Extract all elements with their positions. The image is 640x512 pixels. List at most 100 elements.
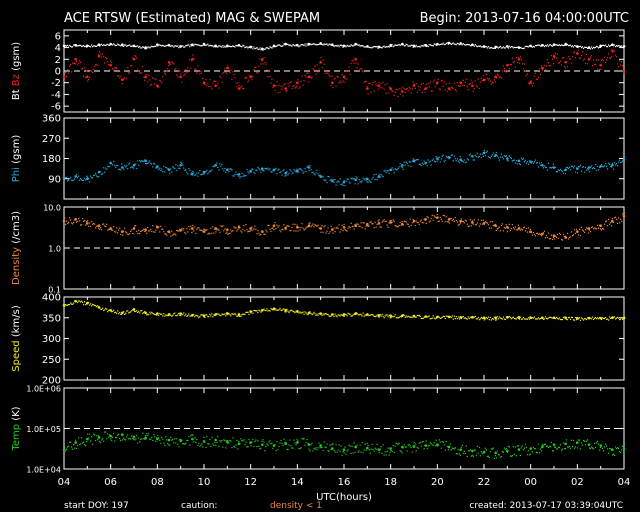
data-point (342, 75, 346, 79)
y-axis-label-part: Speed (11, 340, 22, 371)
data-dot (327, 450, 329, 452)
data-point (97, 224, 101, 227)
data-dot (229, 72, 231, 74)
data-dot (416, 314, 418, 317)
data-dot (346, 78, 348, 80)
data-dot (296, 168, 298, 170)
data-dot (87, 176, 89, 178)
data-dot (498, 159, 500, 161)
data-point (552, 55, 556, 58)
data-dot (416, 46, 418, 48)
data-dot (432, 81, 434, 83)
data-point (599, 63, 602, 67)
data-dot (353, 228, 355, 230)
data-dot (365, 314, 367, 316)
data-dot (312, 68, 314, 70)
data-dot (65, 44, 67, 47)
data-dot (171, 171, 173, 173)
data-point (62, 176, 66, 179)
data-dot (211, 232, 213, 234)
data-dot (546, 44, 549, 46)
data-dot (585, 318, 588, 321)
data-dot (391, 450, 393, 452)
data-dot (504, 155, 506, 158)
data-dot (393, 172, 395, 174)
data-dot (346, 178, 348, 180)
data-dot (621, 213, 624, 215)
data-dot (87, 220, 89, 222)
data-point (132, 308, 136, 311)
data-dot (231, 78, 233, 80)
data-dot (541, 69, 544, 71)
data-dot (597, 59, 600, 61)
data-dot (175, 45, 177, 47)
data-point (167, 168, 171, 172)
data-dot (71, 303, 73, 305)
data-point (529, 44, 532, 48)
data-dot (491, 221, 493, 223)
data-dot (549, 65, 552, 67)
data-dot (482, 219, 484, 221)
data-dot (418, 89, 420, 91)
data-point (272, 44, 276, 48)
data-dot (427, 82, 429, 85)
y-axis-label: Density (/cm3) (11, 211, 22, 285)
data-dot (132, 309, 134, 311)
data-point (622, 158, 626, 161)
data-dot (302, 227, 304, 229)
data-point (587, 316, 591, 320)
data-dot (593, 227, 596, 229)
data-dot (434, 161, 436, 163)
data-dot (285, 174, 287, 176)
data-dot (151, 311, 153, 313)
data-dot (380, 315, 382, 317)
data-dot (588, 447, 591, 449)
data-dot (404, 446, 406, 448)
data-dot (236, 315, 238, 318)
data-dot (157, 86, 159, 88)
data-dot (587, 169, 590, 171)
data-dot (242, 87, 244, 90)
data-dot (417, 315, 419, 317)
data-dot (430, 90, 432, 92)
data-dot (594, 316, 597, 319)
data-dot (450, 43, 452, 45)
data-point (202, 440, 206, 443)
data-dot (545, 317, 548, 320)
data-point (389, 168, 392, 172)
data-dot (307, 226, 309, 228)
data-dot (429, 318, 431, 320)
data-dot (507, 47, 509, 49)
data-dot (508, 223, 510, 225)
data-dot (510, 227, 512, 230)
data-dot (232, 71, 234, 73)
data-point (587, 166, 591, 169)
data-dot (475, 85, 477, 87)
data-dot (280, 45, 282, 47)
data-dot (96, 435, 98, 437)
data-dot (431, 159, 433, 162)
data-dot (566, 319, 569, 321)
data-dot (399, 315, 401, 317)
data-dot (453, 43, 455, 45)
data-dot (94, 65, 96, 68)
data-dot (500, 317, 502, 320)
data-dot (118, 75, 120, 77)
data-dot (306, 313, 308, 315)
data-dot (231, 313, 233, 315)
data-dot (311, 313, 313, 316)
data-dot (484, 154, 486, 157)
data-point (86, 44, 89, 48)
data-dot (383, 317, 385, 319)
data-dot (166, 45, 168, 47)
data-dot (171, 439, 173, 441)
data-dot (448, 222, 450, 224)
data-dot (574, 45, 577, 47)
data-dot (358, 178, 360, 181)
data-dot (449, 156, 451, 159)
data-dot (230, 315, 232, 317)
data-dot (173, 233, 175, 235)
data-dot (251, 226, 253, 228)
data-point (307, 166, 311, 169)
data-dot (540, 65, 543, 67)
